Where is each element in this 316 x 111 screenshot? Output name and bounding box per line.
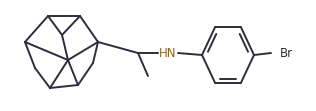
Text: Br: Br [280,47,293,59]
Text: HN: HN [159,47,177,59]
